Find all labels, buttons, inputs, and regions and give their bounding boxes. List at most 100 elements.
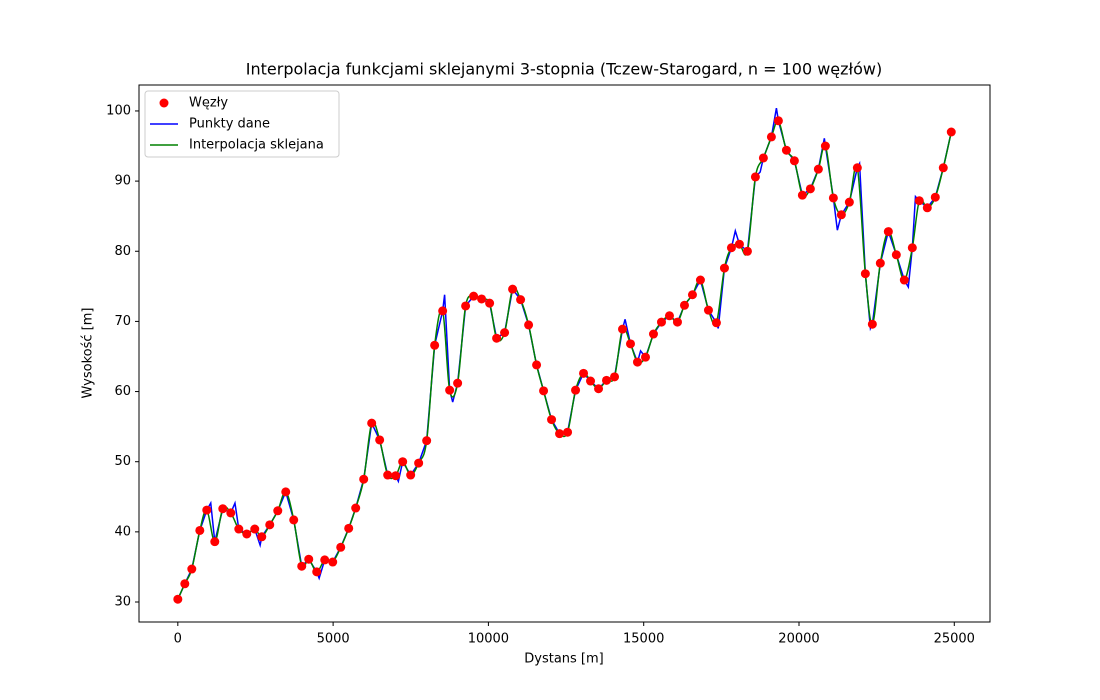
legend-box xyxy=(144,90,340,158)
node-point xyxy=(187,564,197,574)
x-tick-label: 10000 xyxy=(468,632,509,647)
x-tick-label: 15000 xyxy=(623,632,664,647)
spline-line xyxy=(177,119,953,600)
node-point xyxy=(195,525,205,535)
node-point xyxy=(453,378,463,388)
x-axis-label: Dystans [m] xyxy=(524,652,604,667)
legend-label: Węzły xyxy=(189,96,228,111)
chart-title: Interpolacja funkcjami sklejanymi 3-stop… xyxy=(246,60,882,79)
node-point xyxy=(883,227,893,237)
node-point xyxy=(265,520,275,530)
node-point xyxy=(867,319,877,329)
legend-label: Punkty dane xyxy=(189,117,270,132)
y-tick-label: 90 xyxy=(114,174,131,189)
node-point xyxy=(820,141,830,151)
node-point xyxy=(508,284,518,294)
node-point xyxy=(438,306,448,316)
node-point xyxy=(532,360,542,370)
node-point xyxy=(547,415,557,425)
node-point xyxy=(304,554,314,564)
node-point xyxy=(813,164,823,174)
y-axis-label: Wysokość [m] xyxy=(81,308,96,399)
node-point xyxy=(789,156,799,166)
node-point xyxy=(602,375,612,385)
node-point xyxy=(632,357,642,367)
node-point xyxy=(914,196,924,206)
node-point xyxy=(844,197,854,207)
node-point xyxy=(946,127,956,137)
node-point xyxy=(406,470,416,480)
node-point xyxy=(359,474,369,484)
node-point xyxy=(805,184,815,194)
node-point xyxy=(899,275,909,285)
node-point xyxy=(594,384,604,394)
node-point xyxy=(312,567,322,577)
node-point xyxy=(571,385,581,395)
node-point xyxy=(555,429,565,439)
node-point xyxy=(930,192,940,202)
node-point xyxy=(618,324,628,334)
data-line xyxy=(177,108,953,600)
node-point xyxy=(719,263,729,273)
node-point xyxy=(687,290,697,300)
node-point xyxy=(579,368,589,378)
node-point xyxy=(648,329,658,339)
node-point xyxy=(766,132,776,142)
node-point xyxy=(461,301,471,311)
node-point xyxy=(625,339,635,349)
node-point xyxy=(726,243,736,253)
node-point xyxy=(781,145,791,155)
y-tick-label: 40 xyxy=(114,524,131,539)
x-tick-label: 5000 xyxy=(317,632,350,647)
node-point xyxy=(938,163,948,173)
node-point xyxy=(257,532,267,542)
y-tick-label: 50 xyxy=(114,454,131,469)
node-point xyxy=(173,594,183,604)
node-point xyxy=(586,376,596,386)
node-point xyxy=(202,505,212,515)
node-point xyxy=(563,427,573,437)
x-tick-label: 0 xyxy=(174,632,182,647)
node-point xyxy=(891,250,901,260)
node-point xyxy=(180,579,190,589)
node-point xyxy=(430,340,440,350)
node-point xyxy=(336,542,346,552)
node-point xyxy=(656,317,666,327)
node-point xyxy=(344,523,354,533)
node-point xyxy=(375,435,385,445)
node-point xyxy=(703,305,713,315)
node-point xyxy=(907,243,917,253)
y-tick-label: 70 xyxy=(114,314,131,329)
y-tick-label: 100 xyxy=(106,103,131,118)
node-point xyxy=(852,163,862,173)
node-point xyxy=(226,508,236,518)
node-point xyxy=(539,386,549,396)
node-point xyxy=(875,258,885,268)
node-point xyxy=(210,537,220,547)
node-point xyxy=(524,320,534,330)
node-point xyxy=(391,471,401,481)
node-point xyxy=(742,246,752,256)
node-point xyxy=(679,300,689,310)
node-point xyxy=(218,504,228,514)
axes-frame xyxy=(138,84,991,623)
node-point xyxy=(320,555,330,565)
node-point xyxy=(797,190,807,200)
node-point xyxy=(828,193,838,203)
node-point xyxy=(750,172,760,182)
y-tick-label: 60 xyxy=(114,384,131,399)
node-point xyxy=(445,385,455,395)
node-point xyxy=(922,203,932,213)
node-point xyxy=(485,298,495,308)
node-point xyxy=(234,524,244,534)
node-point xyxy=(398,457,408,467)
y-tick-label: 80 xyxy=(114,244,131,259)
node-point xyxy=(641,352,651,362)
node-point xyxy=(273,506,283,516)
node-point xyxy=(469,291,479,301)
node-point xyxy=(297,561,307,571)
node-point xyxy=(281,487,291,497)
node-point xyxy=(242,529,252,539)
node-point xyxy=(422,436,432,446)
